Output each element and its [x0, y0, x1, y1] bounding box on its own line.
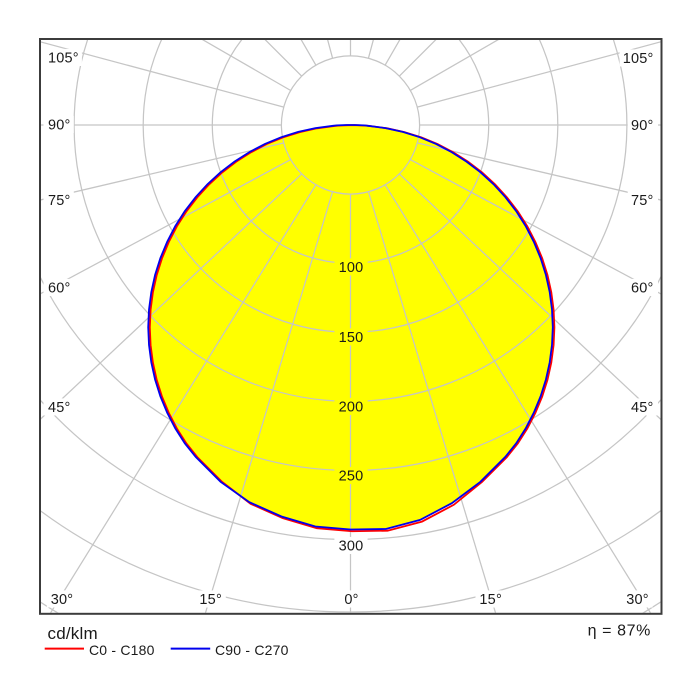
svg-text:75°: 75° — [631, 193, 654, 209]
svg-text:C0 - C180: C0 - C180 — [89, 642, 155, 658]
svg-text:cd/klm: cd/klm — [48, 624, 98, 643]
svg-text:250: 250 — [339, 469, 364, 485]
svg-text:60°: 60° — [631, 281, 654, 297]
svg-text:150: 150 — [339, 330, 364, 346]
svg-text:75°: 75° — [48, 193, 71, 209]
svg-text:15°: 15° — [479, 592, 502, 608]
svg-text:60°: 60° — [48, 281, 71, 297]
svg-text:30°: 30° — [51, 592, 74, 608]
svg-text:200: 200 — [339, 400, 364, 416]
svg-text:C90 - C270: C90 - C270 — [215, 642, 289, 658]
svg-text:30°: 30° — [626, 592, 649, 608]
svg-text:15°: 15° — [199, 592, 222, 608]
svg-text:0°: 0° — [344, 592, 358, 608]
svg-text:90°: 90° — [631, 118, 654, 134]
svg-text:45°: 45° — [48, 400, 71, 416]
svg-text:η = 87%: η = 87% — [588, 623, 651, 640]
svg-text:105°: 105° — [623, 51, 654, 67]
svg-text:105°: 105° — [48, 51, 79, 67]
svg-text:100: 100 — [339, 260, 364, 276]
svg-text:90°: 90° — [48, 118, 71, 134]
svg-text:300: 300 — [339, 539, 364, 555]
svg-text:45°: 45° — [631, 400, 654, 416]
